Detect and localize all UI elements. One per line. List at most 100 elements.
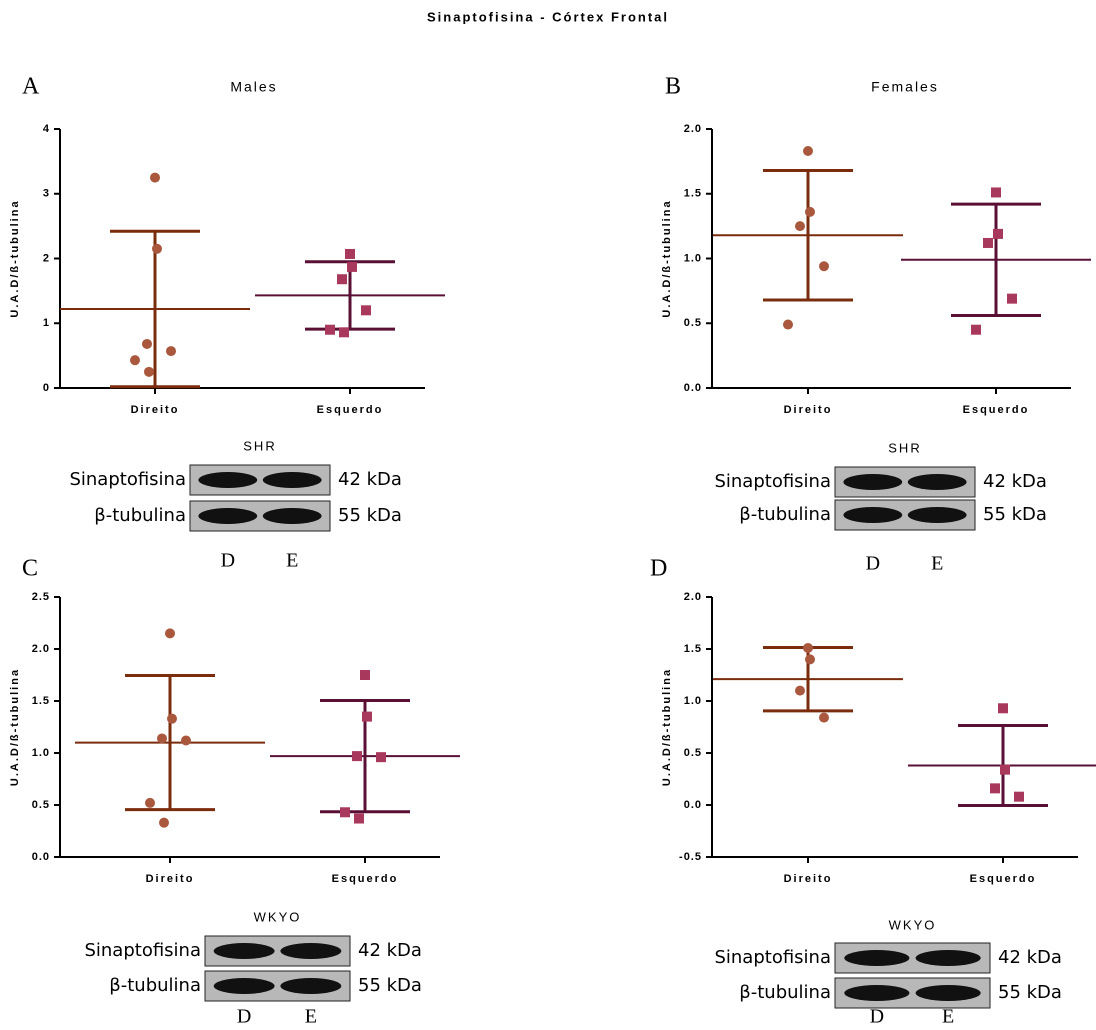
y-tick-label: 1.5 — [684, 188, 702, 200]
y-axis-label: U.A.D/ß-tubulina — [9, 668, 21, 786]
y-tick-label: 0 — [43, 382, 50, 394]
blot-size: 55 kDa — [998, 982, 1062, 1003]
data-point — [152, 244, 162, 254]
data-point — [157, 733, 167, 743]
data-point — [971, 325, 981, 335]
data-point — [783, 320, 793, 330]
y-tick-label: 2.5 — [32, 591, 50, 603]
blot-band — [844, 985, 909, 1001]
x-tick-label: Direito — [146, 873, 195, 885]
data-point — [983, 238, 993, 248]
blot-band — [198, 472, 257, 488]
blot-band — [214, 978, 275, 994]
y-tick-label: 2.0 — [684, 591, 702, 603]
data-point — [181, 736, 191, 746]
data-point — [1014, 792, 1024, 802]
data-point — [795, 221, 805, 231]
blot-row-label: β-tubulina — [109, 975, 201, 996]
blot-size: 55 kDa — [983, 504, 1047, 525]
y-axis-label: U.A.D/ß-tubulina — [661, 199, 673, 317]
data-point — [361, 305, 371, 315]
blot-size: 55 kDa — [358, 975, 422, 996]
blot-size: 42 kDa — [338, 469, 402, 490]
data-point — [339, 327, 349, 337]
panel-letter: A — [22, 74, 40, 100]
data-point — [145, 798, 155, 808]
blot-lane: D — [866, 553, 880, 575]
y-tick-label: 4 — [43, 123, 50, 135]
blot-size: 42 kDa — [983, 471, 1047, 492]
data-point — [167, 714, 177, 724]
blot-lane: E — [931, 553, 943, 575]
y-tick-label: 1.0 — [32, 747, 50, 759]
blot-lane: E — [286, 550, 298, 572]
blot-band — [916, 950, 981, 966]
data-point — [340, 807, 350, 817]
blot-size: 55 kDa — [338, 505, 402, 526]
data-point — [159, 818, 169, 828]
data-point — [360, 670, 370, 680]
x-tick-label: Esquerdo — [332, 873, 399, 885]
data-point — [819, 261, 829, 271]
data-point — [337, 274, 347, 284]
y-tick-label: 0.5 — [684, 317, 702, 329]
y-tick-label: 0.0 — [684, 799, 702, 811]
blot-band — [844, 950, 909, 966]
data-point — [354, 814, 364, 824]
y-tick-label: 0.5 — [684, 747, 702, 759]
blot-row-label: Sinaptofisina — [69, 469, 186, 490]
data-point — [1007, 294, 1017, 304]
y-axis-label: U.A.D/ß-tubulina — [9, 199, 21, 317]
panel-title: Males — [230, 79, 277, 95]
blot-lane: D — [221, 550, 235, 572]
panel-title: Females — [871, 79, 939, 95]
data-point — [347, 262, 357, 272]
blot-group: SHR — [888, 440, 921, 455]
blot-group: WKYO — [254, 909, 302, 924]
y-tick-label: -0.5 — [679, 851, 702, 863]
y-tick-label: 1.0 — [684, 695, 702, 707]
blot-band — [916, 985, 981, 1001]
data-point — [142, 339, 152, 349]
blot-row-label: β-tubulina — [739, 982, 831, 1003]
panel-letter: C — [22, 556, 38, 582]
data-point — [993, 229, 1003, 239]
y-tick-label: 0.0 — [32, 851, 50, 863]
data-point — [795, 686, 805, 696]
blot-band — [908, 474, 967, 490]
data-point — [803, 146, 813, 156]
data-point — [325, 325, 335, 335]
panel-letter: D — [650, 556, 667, 582]
data-point — [819, 713, 829, 723]
blot-band — [280, 943, 341, 959]
data-point — [805, 207, 815, 217]
blot-band — [280, 978, 341, 994]
blot-band — [843, 507, 902, 523]
data-point — [165, 628, 175, 638]
blot-lane: E — [305, 1006, 317, 1028]
y-tick-label: 2.0 — [684, 123, 702, 135]
blot-group: WKYO — [889, 917, 937, 932]
blot-size: 42 kDa — [358, 940, 422, 961]
figure: Sinaptofisina - Córtex Frontal A Males U.A… — [0, 0, 1096, 1030]
data-point — [150, 173, 160, 183]
y-tick-label: 0.5 — [32, 799, 50, 811]
panel-letter: B — [665, 74, 681, 100]
blot-size: 42 kDa — [998, 947, 1062, 968]
figure-title: Sinaptofisina - Córtex Frontal — [427, 9, 669, 24]
data-point — [998, 703, 1008, 713]
blot-group: SHR — [243, 438, 276, 453]
blot-lane: D — [237, 1006, 251, 1028]
x-tick-label: Esquerdo — [963, 404, 1030, 416]
data-point — [991, 187, 1001, 197]
blot-band — [908, 507, 967, 523]
data-point — [130, 355, 140, 365]
blot-band — [214, 943, 275, 959]
blot-band — [843, 474, 902, 490]
blot-row-label: Sinaptofisina — [714, 947, 831, 968]
blot-row-label: β-tubulina — [94, 505, 186, 526]
x-tick-label: Esquerdo — [970, 873, 1037, 885]
y-tick-label: 1.5 — [684, 643, 702, 655]
x-tick-label: Esquerdo — [317, 404, 384, 416]
data-point — [166, 346, 176, 356]
